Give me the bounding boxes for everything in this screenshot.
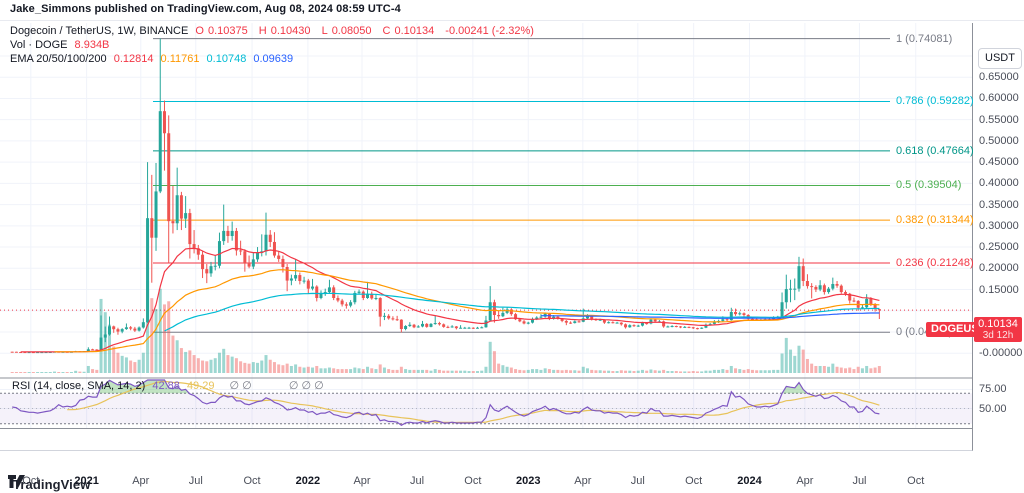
- time-axis-label: Apr: [574, 475, 592, 487]
- time-axis-label: 2022: [295, 475, 321, 487]
- time-axis-label: Jul: [852, 475, 867, 487]
- chart-widget[interactable]: Dogecoin / TetherUS, 1W, BINANCE O 0.1037…: [0, 20, 1024, 492]
- fib-level-label: 0.382 (0.31344): [896, 214, 974, 227]
- price-axis-label: -0.00000: [979, 347, 1023, 360]
- time-axis-label: Jul: [188, 475, 203, 487]
- published-bar: Jake_Simmons published on TradingView.co…: [0, 0, 1024, 20]
- time-axis-label: Apr: [132, 475, 150, 487]
- ema100-value: 0.10748: [206, 53, 247, 65]
- fib-level-label: 1 (0.74081): [896, 32, 953, 45]
- chart-canvas[interactable]: [0, 21, 1024, 474]
- ema200-value: 0.09639: [253, 53, 294, 65]
- volume-legend-row[interactable]: Vol · DOGE 8.934B: [10, 39, 113, 51]
- rsi-legend-row[interactable]: RSI (14, close, SMA, 14, 2) 42.88 49.29 …: [12, 379, 328, 392]
- time-axis-label: Jul: [409, 475, 425, 487]
- price-axis-label: 0.40000: [979, 177, 1019, 190]
- price-axis-label: 0.65000: [979, 71, 1019, 84]
- time-axis-label: Oct: [685, 475, 703, 487]
- ohlc-low: L 0.08050: [321, 25, 372, 37]
- price-axis-label: 0.20000: [979, 262, 1019, 275]
- fib-level-label: 0.618 (0.47664): [896, 144, 974, 157]
- current-price-badge: 0.10134 3d 12h: [974, 317, 1022, 343]
- tradingview-logo-icon: [8, 475, 25, 488]
- time-axis-label: Oct: [907, 475, 925, 487]
- time-axis-label: 2024: [737, 475, 762, 487]
- rsi-empty-markers-1: ∅ ∅: [229, 380, 252, 392]
- time-axis[interactable]: Oct 2021 Apr Jul Oct 2022 Apr Jul Oct 2023 Apr Jul O…: [0, 469, 972, 491]
- price-axis-label: 0.45000: [979, 156, 1019, 169]
- rsi-axis-label: 75.00: [979, 383, 1007, 396]
- ema-legend-row[interactable]: EMA 20/50/100/200 0.12814 0.11761 0.1074…: [10, 53, 297, 65]
- currency-toggle-button[interactable]: USDT: [978, 48, 1022, 69]
- bar-countdown: 3d 12h: [982, 330, 1014, 342]
- price-axis[interactable]: [973, 21, 1024, 451]
- fib-level-label: 0.236 (0.21248): [896, 256, 974, 269]
- price-axis-label: 0.25000: [979, 241, 1019, 254]
- rsi-label: RSI (14, close, SMA, 14, 2): [12, 380, 146, 392]
- symbol-legend-row[interactable]: Dogecoin / TetherUS, 1W, BINANCE O 0.1037…: [10, 25, 538, 37]
- price-axis-label: 0.15000: [979, 283, 1019, 296]
- rsi-sma-value: 49.29: [186, 380, 215, 392]
- price-axis-label: 0.30000: [979, 219, 1019, 232]
- ohlc-change: -0.00241 (-2.32%): [445, 25, 534, 37]
- current-price-value: 0.10134: [978, 318, 1018, 331]
- volume-label: Vol · DOGE: [10, 39, 68, 51]
- ema50-value: 0.11761: [160, 53, 200, 65]
- price-axis-label: 0.60000: [979, 92, 1019, 105]
- tradingview-attribution[interactable]: TradingView: [8, 475, 90, 493]
- price-axis-label: 0.55000: [979, 113, 1019, 126]
- time-axis-label: 2023: [516, 475, 541, 487]
- published-text: Jake_Simmons published on TradingView.co…: [10, 3, 401, 15]
- symbol-title: Dogecoin / TetherUS, 1W, BINANCE: [10, 25, 189, 37]
- time-axis-label: Oct: [464, 475, 482, 487]
- volume-value: 8.934B: [74, 39, 110, 51]
- time-axis-label: Oct: [243, 475, 261, 487]
- time-axis-label: Jul: [630, 475, 645, 487]
- ema-label: EMA 20/50/100/200: [10, 53, 107, 65]
- ohlc-open: O 0.10375: [195, 25, 248, 37]
- ohlc-high: H 0.10430: [258, 25, 311, 37]
- ohlc-close: C 0.10134: [382, 25, 435, 37]
- time-axis-label: Apr: [353, 475, 371, 487]
- rsi-empty-markers-2: ∅ ∅ ∅: [288, 380, 324, 392]
- fib-level-label: 0.5 (0.39504): [896, 179, 962, 192]
- ema20-value: 0.12814: [113, 53, 154, 65]
- price-axis-label: 0.35000: [979, 198, 1019, 211]
- time-axis-label: Apr: [796, 475, 814, 487]
- fib-level-label: 0.786 (0.59282): [896, 95, 974, 108]
- rsi-axis-label: 50.00: [979, 402, 1007, 415]
- rsi-value: 42.88: [152, 380, 180, 392]
- price-axis-label: 0.50000: [979, 134, 1019, 147]
